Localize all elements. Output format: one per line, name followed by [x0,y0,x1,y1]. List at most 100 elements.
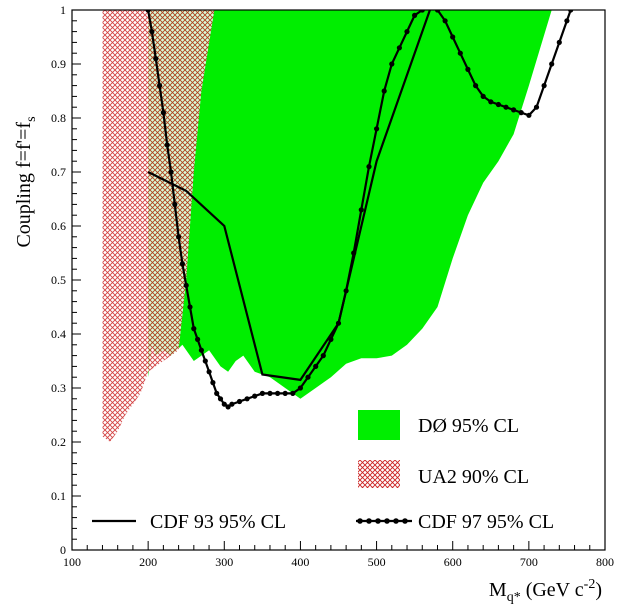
cdf97-point-40 [366,164,372,170]
cdf97-point-59 [510,107,517,113]
cdf97-point-53 [465,66,471,72]
cdf97-point-50 [442,18,448,24]
cdf97-point-30 [290,390,296,396]
d0-exclusion-region [148,10,552,399]
cdf97-point-15 [202,358,208,364]
legend-swatch-ua2 [358,460,400,488]
cdf93-limit-line [147,10,431,382]
cdf97-point-32 [305,374,311,380]
cdf97-point-27 [267,390,273,396]
x-tick-label-3: 400 [291,555,309,569]
cdf97-point-18 [214,390,220,396]
cdf97-point-23 [236,398,243,405]
cdf97-point-49 [434,10,441,13]
cdf97-point-48 [427,2,432,7]
y-tick-label-1: 0.1 [51,489,66,503]
cdf97-point-26 [259,390,265,396]
legend-label-cdf93: CDF 93 95% CL [150,511,286,533]
cdf97-point-44 [396,45,402,51]
legend-label-cdf97: CDF 97 95% CL [418,511,554,533]
x-tick-label-5: 600 [444,555,462,569]
cdf97-point-11 [187,304,193,310]
cdf97-point-54 [473,83,479,89]
cdf97-point-5 [164,142,170,148]
cdf97-point-10 [183,282,189,288]
y-tick-label-3: 0.3 [51,381,66,395]
cdf97-point-39 [358,207,364,213]
legend-cdf97-marker-5 [402,518,408,524]
y-tick-label-2: 0.2 [51,435,66,449]
y-axis-ticks: 0 0.1 0.2 0.3 0.4 0.5 0.6 0.7 0.8 0.9 1 [51,3,81,557]
y-tick-label-4: 0.4 [51,327,66,341]
cdf97-point-47 [419,10,425,13]
cdf97-point-12 [191,326,197,332]
y-tick-label-7: 0.7 [51,165,66,179]
x-tick-label-0: 100 [63,555,81,569]
y-tick-label-10: 1 [60,3,66,17]
y-axis-title: Coupling f=f'=fs [13,116,39,247]
cdf97-point-3 [157,83,163,89]
cdf97-point-64 [549,61,555,67]
cdf97-point-31 [297,385,303,391]
cdf97-point-24 [244,396,250,402]
y-tick-label-6: 0.6 [51,219,66,233]
cdf97-point-29 [282,390,288,396]
exclusion-lines [145,2,574,410]
cdf97-point-56 [488,99,494,105]
cdf97-point-66 [564,18,570,24]
x-tick-label-6: 700 [520,555,538,569]
y-tick-label-5: 0.5 [51,273,66,287]
x-tick-label-7: 800 [596,555,614,569]
shaded-regions [102,10,552,442]
cdf97-point-6 [168,169,174,175]
cdf97-point-7 [172,201,178,207]
cdf97-point-13 [195,336,201,342]
x-axis-title: Mq* (GeV c-2) [489,577,602,605]
y-tick-label-8: 0.8 [51,111,66,125]
cdf97-point-1 [149,29,155,35]
cdf97-point-35 [328,336,334,342]
x-tick-label-4: 500 [368,555,386,569]
legend-label-d0: DØ 95% CL [418,415,519,437]
cdf97-point-17 [210,380,216,386]
legend-swatch-d0 [358,410,400,440]
cdf97-point-46 [412,12,418,18]
legend-cdf97-marker-4 [393,518,399,524]
cdf97-point-55 [480,93,486,99]
legend-cdf97-marker-1 [366,518,372,524]
legend-label-ua2: UA2 90% CL [418,466,529,488]
cdf97-point-14 [198,347,204,353]
cdf97-point-16 [206,369,212,375]
cdf97-point-2 [153,56,159,62]
legend-swatch-cdf97 [356,518,412,524]
cdf97-point-61 [526,112,532,118]
legend: DØ 95% CL UA2 90% CL CDF 93 95% CL CDF 9… [92,410,554,533]
cdf97-point-19 [217,396,224,402]
cdf97-point-20 [221,401,227,407]
cdf97-point-62 [533,104,540,110]
cdf97-point-57 [495,101,501,108]
cdf97-point-45 [404,29,410,35]
cdf97-point-63 [541,83,547,89]
cdf97-point-22 [229,401,235,407]
y-tick-label-0: 0 [60,543,66,557]
cdf97-point-0 [145,10,151,13]
cdf97-point-8 [176,234,182,240]
y-tick-label-9: 0.9 [51,57,66,71]
legend-cdf97-marker-2 [375,518,381,524]
cdf97-point-4 [160,110,166,116]
legend-cdf97-marker-3 [384,518,390,524]
x-tick-label-1: 200 [139,555,157,569]
cdf97-point-34 [320,353,326,359]
legend-cdf97-marker-0 [357,518,363,524]
cdf97-markers [145,2,574,410]
cdf97-point-52 [457,50,463,56]
cdf97-point-36 [335,320,342,326]
cdf97-point-21 [225,404,231,410]
ua2-exclusion-region [102,10,215,442]
cdf97-point-37 [343,288,349,294]
cdf97-point-42 [381,88,387,94]
cdf97-point-60 [518,110,524,116]
cdf97-point-33 [313,363,319,369]
